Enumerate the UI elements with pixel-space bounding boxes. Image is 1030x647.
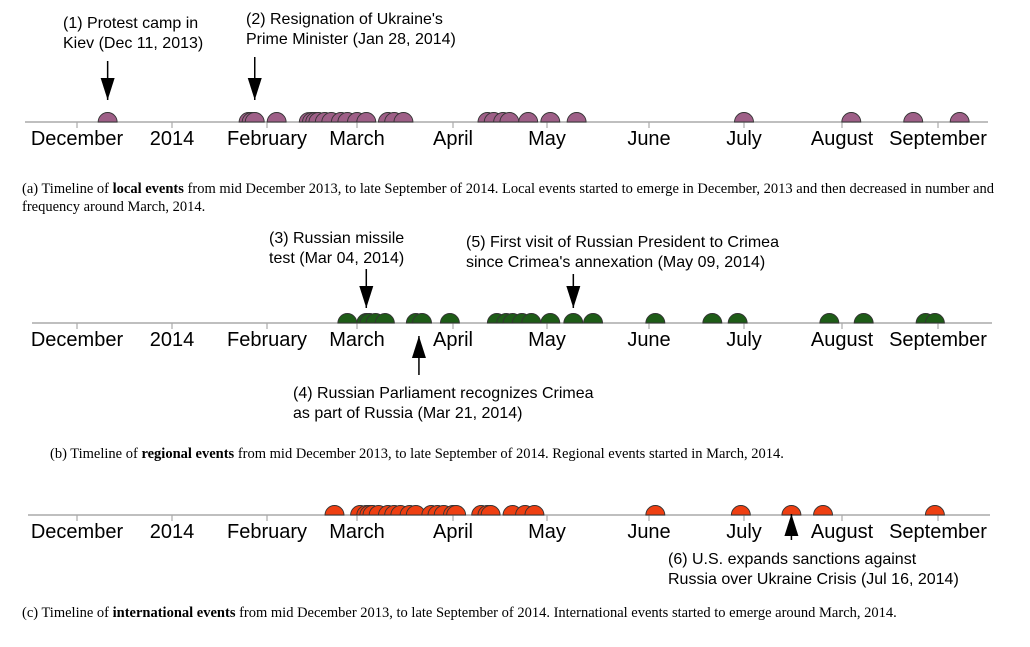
annotation-text: (3) Russian missile — [269, 230, 404, 247]
annotation-1: (3) Russian missile test (Mar 04, 2014) — [269, 230, 404, 308]
tick-label: June — [627, 329, 670, 351]
event-marker — [439, 313, 460, 324]
event-marker — [540, 313, 561, 324]
annotation-text: (1) Protest camp in — [63, 15, 198, 32]
event-marker — [393, 112, 414, 123]
tick-label: May — [528, 128, 566, 150]
annotation-text: (5) First visit of Russian President to … — [466, 234, 779, 251]
event-marker — [244, 112, 265, 123]
event-marker — [518, 112, 539, 123]
tick-label: July — [726, 128, 762, 150]
event-marker — [813, 505, 833, 516]
event-marker — [727, 313, 748, 324]
arrow-head — [784, 514, 799, 536]
event-marker — [524, 505, 545, 516]
tick-label: December — [31, 128, 124, 150]
event-marker — [324, 505, 345, 516]
tick-label: May — [528, 329, 566, 351]
event-marker — [566, 112, 587, 123]
annotation-1: (6) U.S. expands sanctions against Russia… — [668, 514, 959, 588]
event-marker — [730, 505, 751, 516]
event-marker — [356, 112, 377, 123]
tick-label: April — [433, 521, 473, 543]
caption-a: (a) Timeline of local events from mid De… — [22, 181, 994, 215]
event-marker — [734, 112, 754, 123]
event-marker — [903, 112, 924, 123]
tick-label: March — [329, 521, 385, 543]
event-marker — [374, 313, 395, 324]
annotation-text: (4) Russian Parliament recognizes Crimea — [293, 385, 594, 402]
event-marker — [781, 505, 802, 516]
arrow-head — [566, 286, 581, 308]
tick-label: June — [627, 128, 670, 150]
event-marker — [266, 112, 287, 123]
arrow-head — [411, 336, 426, 358]
event-marker — [412, 313, 432, 324]
annotation-1: (1) Protest camp in Kiev (Dec 11, 2013) — [63, 15, 203, 100]
annotation-text: Kiev (Dec 11, 2013) — [63, 35, 203, 52]
tick-label: July — [726, 521, 762, 543]
event-marker — [583, 313, 604, 324]
event-marker — [702, 313, 723, 324]
annotation-text: Russia over Ukraine Crisis (Jul 16, 2014… — [668, 571, 959, 588]
tick-label: June — [627, 521, 670, 543]
tick-label: August — [811, 521, 874, 543]
tick-label: August — [811, 128, 874, 150]
tick-label: December — [31, 329, 124, 351]
tick-label: September — [889, 128, 987, 150]
event-marker — [819, 313, 840, 324]
event-marker — [97, 112, 118, 123]
annotation-text: Prime Minister (Jan 28, 2014) — [246, 31, 456, 48]
event-marker — [853, 313, 874, 324]
tick-label: 2014 — [150, 521, 195, 543]
arrow-head — [100, 78, 115, 100]
event-marker — [924, 313, 945, 324]
annotation-text: as part of Russia (Mar 21, 2014) — [293, 405, 522, 422]
event-marker — [841, 112, 862, 123]
tick-label: February — [227, 329, 307, 351]
annotation-2: (2) Resignation of Ukraine's Prime Minist… — [246, 11, 456, 100]
arrow-head — [359, 286, 374, 308]
annotation-2: (4) Russian Parliament recognizes Crimea… — [293, 336, 594, 422]
annotation-text: test (Mar 04, 2014) — [269, 250, 404, 267]
tick-label: August — [811, 329, 874, 351]
event-marker — [924, 505, 945, 516]
event-marker — [446, 505, 467, 516]
timeline-panel-2: December 2014 February March April May June Jul… — [31, 230, 992, 422]
tick-label: February — [227, 521, 307, 543]
tick-label: February — [227, 128, 307, 150]
event-marker — [645, 313, 666, 324]
annotation-3: (5) First visit of Russian President to … — [466, 234, 779, 308]
tick-label: April — [433, 329, 473, 351]
tick-label: May — [528, 521, 566, 543]
event-marker — [645, 505, 666, 516]
annotation-text: (2) Resignation of Ukraine's — [246, 11, 443, 28]
annotation-text: since Crimea's annexation (May 09, 2014) — [466, 254, 765, 271]
tick-label: March — [329, 329, 385, 351]
event-marker — [540, 112, 561, 123]
caption-c: (c) Timeline of international events fro… — [22, 605, 897, 621]
tick-label: September — [889, 329, 987, 351]
event-marker — [949, 112, 970, 123]
tick-label: December — [31, 521, 124, 543]
event-marker — [337, 313, 358, 324]
timeline-panel-3: December 2014 February March April May June Jul… — [28, 505, 990, 588]
annotation-text: (6) U.S. expands sanctions against — [668, 551, 917, 568]
event-marker — [480, 505, 501, 516]
caption-b: (b) Timeline of regional events from mid… — [50, 446, 784, 462]
tick-label: March — [329, 128, 385, 150]
tick-label: September — [889, 521, 987, 543]
tick-label: July — [726, 329, 762, 351]
tick-label: April — [433, 128, 473, 150]
event-marker — [563, 313, 584, 324]
arrow-head — [247, 78, 262, 100]
tick-label: 2014 — [150, 128, 195, 150]
timeline-panel-1: December 2014 February March April May June Jul… — [25, 11, 988, 150]
tick-label: 2014 — [150, 329, 195, 351]
